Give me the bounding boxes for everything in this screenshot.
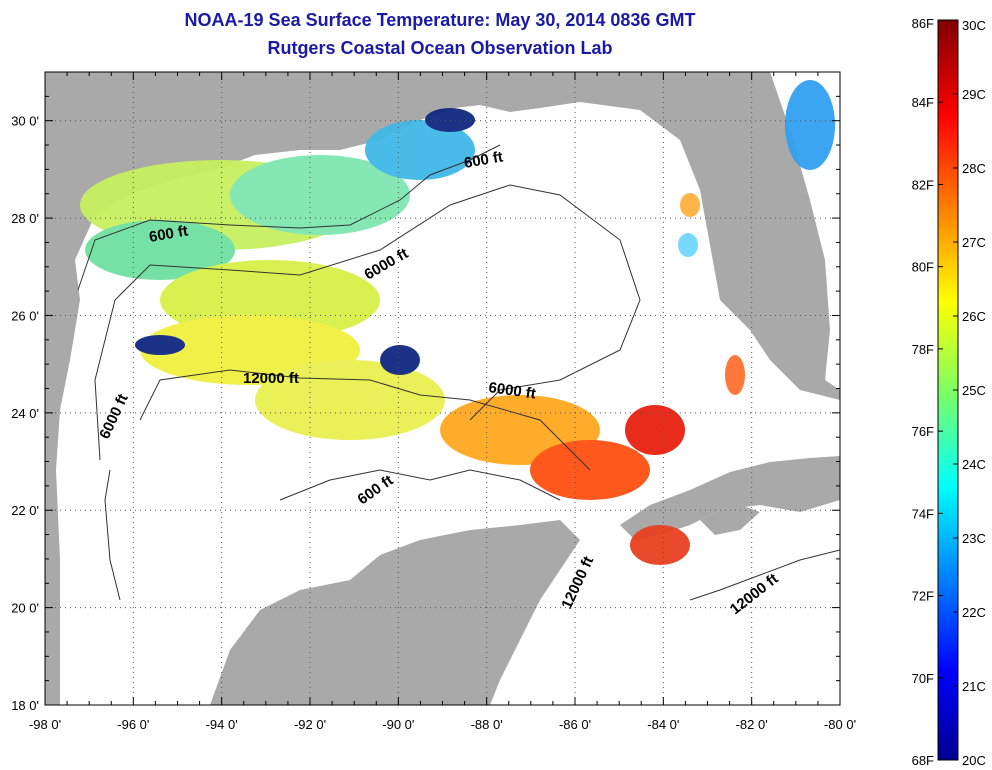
sst-patch xyxy=(255,360,445,440)
sst-patch xyxy=(380,345,420,375)
sst-patch xyxy=(678,233,698,257)
longitude-label: -96 0' xyxy=(117,717,149,732)
sst-patch xyxy=(630,525,690,565)
colorbar-celsius-label: 24C xyxy=(962,457,986,472)
longitude-label: -86 0' xyxy=(559,717,591,732)
sst-patch xyxy=(135,335,185,355)
latitude-label: 20 0' xyxy=(11,601,39,616)
longitude-label: -90 0' xyxy=(382,717,414,732)
colorbar-fahrenheit-labels: 86F 84F 82F 80F 78F 76F 74F 72F 70F 68F xyxy=(912,16,934,768)
colorbar-fahrenheit-label: 74F xyxy=(912,506,934,521)
sst-patch xyxy=(85,220,235,280)
caribbean-land xyxy=(700,505,760,535)
sst-patch xyxy=(785,80,835,170)
colorbar-fahrenheit-label: 80F xyxy=(912,260,934,275)
colorbar-fahrenheit-label: 82F xyxy=(912,177,934,192)
colorbar: 86F 84F 82F 80F 78F 76F 74F 72F 70F 68F 30C 29C 28C… xyxy=(912,16,986,768)
contour-label: 600 ft xyxy=(148,222,190,246)
contour-label: 12000 ft xyxy=(243,370,299,387)
latitude-label: 28 0' xyxy=(11,211,39,226)
colorbar-celsius-label: 21C xyxy=(962,679,986,694)
contour-6000ft xyxy=(94,184,641,461)
longitude-labels: -98 0' -96 0' -94 0' -92 0' -90 0' -88 0' -86 … xyxy=(29,717,856,732)
latitude-label: 24 0' xyxy=(11,406,39,421)
longitude-label: -94 0' xyxy=(206,717,238,732)
latitude-labels: 30 0' 28 0' 26 0' 24 0' 22 0' 20 0' 18 0' xyxy=(11,114,39,713)
longitude-label: -88 0' xyxy=(471,717,503,732)
map-subtitle: Rutgers Coastal Ocean Observation Lab xyxy=(267,38,613,58)
contour-600ft-south xyxy=(279,469,561,501)
longitude-label: -92 0' xyxy=(294,717,326,732)
map-title: NOAA-19 Sea Surface Temperature: May 30,… xyxy=(184,10,696,30)
contour-label: 6000 ft xyxy=(487,379,536,402)
sst-patch xyxy=(230,155,410,235)
colorbar-fahrenheit-label: 78F xyxy=(912,342,934,357)
colorbar-celsius-label: 29C xyxy=(962,87,986,102)
colorbar-fahrenheit-label: 84F xyxy=(912,95,934,110)
contour-12000ft xyxy=(139,369,591,471)
sst-patch xyxy=(365,120,475,180)
latitude-label: 26 0' xyxy=(11,308,39,323)
sst-patch xyxy=(680,193,700,217)
frame-ticks xyxy=(44,71,841,706)
contour-label: 600 ft xyxy=(463,148,505,172)
isobath-contours xyxy=(77,144,840,601)
colorbar-celsius-label: 27C xyxy=(962,235,986,250)
contour-west-shelf xyxy=(104,469,121,601)
sst-patch xyxy=(725,355,745,395)
colorbar-celsius-label: 28C xyxy=(962,161,986,176)
latitude-label: 22 0' xyxy=(11,503,39,518)
colorbar-fahrenheit-label: 68F xyxy=(912,753,934,768)
colorbar-celsius-label: 22C xyxy=(962,605,986,620)
colorbar-celsius-labels: 30C 29C 28C 27C 26C 25C 24C 23C 22C 21C 20C xyxy=(962,18,986,768)
longitude-label: -98 0' xyxy=(29,717,61,732)
contour-600ft xyxy=(77,144,501,291)
yucatan-land xyxy=(210,520,580,705)
longitude-label: -82 0' xyxy=(736,717,768,732)
colorbar-fahrenheit-label: 72F xyxy=(912,589,934,604)
colorbar-celsius-label: 26C xyxy=(962,309,986,324)
latitude-label: 18 0' xyxy=(11,698,39,713)
contour-east-shelf xyxy=(689,549,840,601)
longitude-label: -84 0' xyxy=(647,717,679,732)
colorbar-fahrenheit-label: 70F xyxy=(912,671,934,686)
latitude-label: 30 0' xyxy=(11,114,39,129)
colorbar-celsius-label: 20C xyxy=(962,753,986,768)
longitude-label: -80 0' xyxy=(824,717,856,732)
colorbar-celsius-label: 25C xyxy=(962,383,986,398)
colorbar-fahrenheit-label: 86F xyxy=(912,16,934,31)
colorbar-celsius-label: 30C xyxy=(962,18,986,33)
colorbar-fahrenheit-label: 76F xyxy=(912,424,934,439)
colorbar-celsius-label: 23C xyxy=(962,531,986,546)
sst-patch xyxy=(625,405,685,455)
cuba-land xyxy=(620,456,840,540)
sst-patch xyxy=(425,108,475,132)
colorbar-gradient xyxy=(938,20,958,760)
colorbar-ticks xyxy=(938,19,958,761)
